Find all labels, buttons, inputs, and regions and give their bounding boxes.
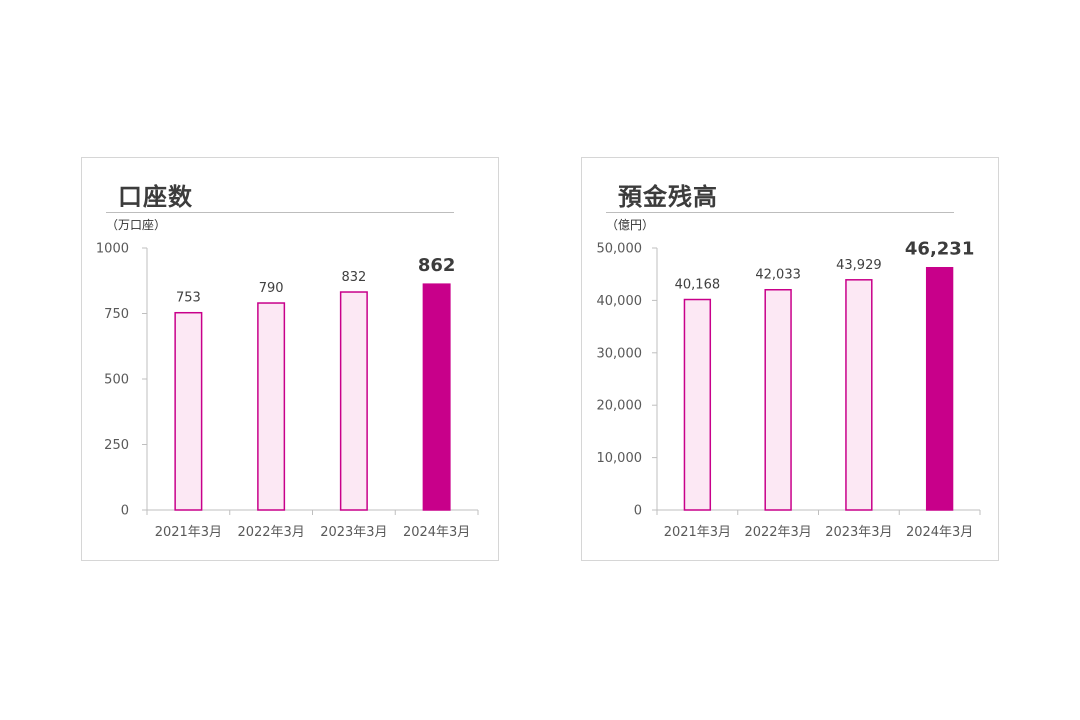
y-tick-label: 750 [104, 307, 129, 322]
y-tick-label: 500 [104, 373, 129, 388]
bar [422, 283, 451, 511]
title-divider [606, 212, 954, 213]
x-tick-label: 2022年3月 [744, 525, 811, 540]
bar [339, 291, 368, 511]
x-tick-label: 2023年3月 [320, 525, 387, 540]
data-label: 862 [418, 255, 456, 276]
x-tick-label: 2022年3月 [237, 525, 304, 540]
data-label: 832 [341, 270, 366, 285]
data-label: 753 [176, 291, 201, 306]
x-tick-label: 2021年3月 [664, 525, 731, 540]
unit-label: （万口座） [106, 218, 167, 232]
bar [257, 302, 286, 511]
chart-title: 預金残高 [618, 183, 718, 211]
bar [764, 288, 792, 511]
y-tick-label: 0 [634, 504, 642, 519]
x-tick-label: 2024年3月 [403, 525, 470, 540]
deposits-chart-panel: 預金残高 （億円） 0 10,000 20,000 30,000 40,000 50,00… [581, 157, 999, 561]
x-tick-label: 2024年3月 [906, 525, 973, 540]
data-label: 790 [259, 281, 284, 296]
y-tick-label: 50,000 [597, 242, 643, 257]
bar [845, 279, 873, 511]
y-tick-label: 40,000 [597, 294, 643, 309]
deposits-bar-chart: 0 10,000 20,000 30,000 40,000 50,000 40,168 202… [597, 239, 981, 540]
data-label: 43,929 [836, 258, 882, 273]
x-tick-label: 2023年3月 [825, 525, 892, 540]
y-tick-label: 0 [121, 504, 129, 519]
y-tick-label: 250 [104, 438, 129, 453]
accounts-bar-chart: 0 250 500 750 1000 753 2021年3月 790 2022年3月 832 202… [96, 242, 479, 540]
accounts-chart-panel: 口座数 （万口座） 0 250 500 750 1000 753 2021年3月 790 202… [81, 157, 499, 561]
data-label: 42,033 [755, 268, 801, 283]
x-tick-label: 2021年3月 [155, 525, 222, 540]
y-tick-label: 10,000 [597, 451, 643, 466]
bar [683, 298, 712, 511]
unit-label: （億円） [606, 218, 655, 232]
y-tick-label: 20,000 [597, 399, 643, 414]
y-tick-label: 1000 [96, 242, 129, 257]
bar [925, 266, 954, 511]
data-label: 40,168 [675, 278, 721, 293]
bar [174, 311, 203, 511]
title-divider [106, 212, 454, 213]
chart-title: 口座数 [118, 183, 193, 211]
data-label: 46,231 [905, 239, 974, 260]
y-tick-label: 30,000 [597, 346, 643, 361]
